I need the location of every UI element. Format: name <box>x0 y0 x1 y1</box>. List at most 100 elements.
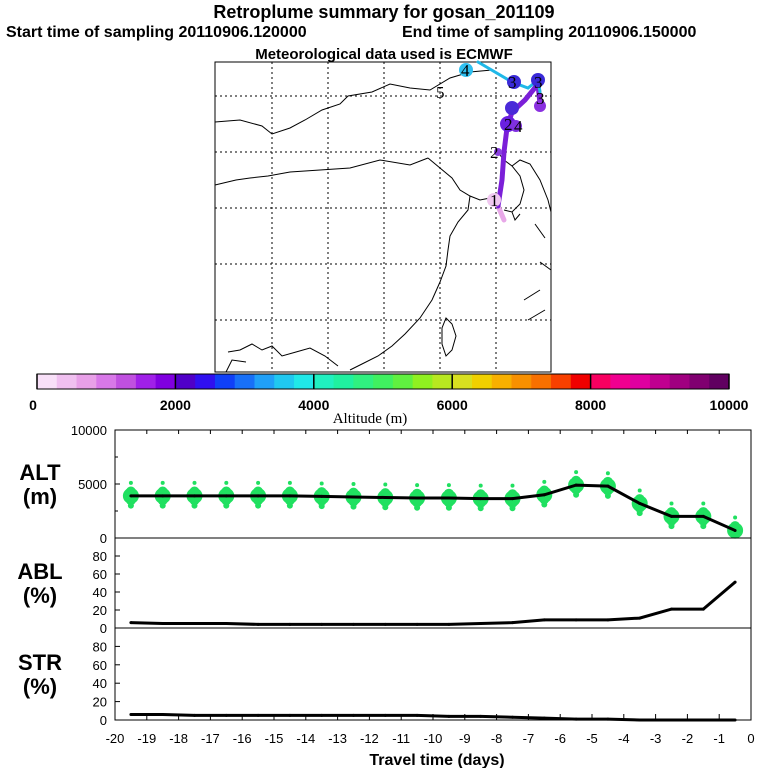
data-point <box>733 580 737 584</box>
data-point <box>224 622 228 625</box>
colorbar-tick-label: 6000 <box>437 397 468 413</box>
data-point <box>415 496 419 500</box>
data-point <box>733 718 737 722</box>
x-tick-label: -11 <box>392 731 410 746</box>
colorbar-cell <box>392 374 414 389</box>
data-point <box>193 622 196 625</box>
x-tick-label: -7 <box>523 731 535 746</box>
cluster-label-3c: 3 <box>536 89 545 108</box>
y-tick-label: 20 <box>93 603 107 618</box>
y-tick-label: 5000 <box>78 477 107 492</box>
colorbar-tick-label: 4000 <box>298 397 329 413</box>
altitude-dot <box>316 487 327 498</box>
data-point <box>161 494 165 498</box>
colorbar-cell <box>353 374 374 389</box>
x-tick-label: -9 <box>459 731 471 746</box>
colorbar-cell <box>135 374 157 389</box>
altitude-dot <box>574 470 579 475</box>
panel-ylabel-line: STR <box>18 650 62 675</box>
colorbar-tick-label: 8000 <box>575 397 606 413</box>
x-tick-label: -3 <box>650 731 662 746</box>
altitude-dot <box>253 486 264 497</box>
data-point <box>542 493 546 497</box>
met-data-label: Meteorological data used is ECMWF <box>255 46 513 63</box>
data-point <box>256 713 260 717</box>
data-point <box>638 616 642 620</box>
altitude-dot <box>443 488 454 499</box>
altitude-dot <box>602 476 613 487</box>
data-point <box>542 618 546 622</box>
colorbar-cell <box>570 374 592 389</box>
cluster-marker-2c <box>510 120 522 132</box>
colorbar-cell <box>116 374 137 389</box>
x-tick-label: -8 <box>491 731 503 746</box>
x-tick-label: -10 <box>424 731 443 746</box>
colorbar-cell <box>590 374 611 389</box>
series-line-alt <box>130 483 736 532</box>
altitude-dot <box>415 483 420 488</box>
data-point <box>574 717 578 721</box>
colorbar-cell <box>294 374 315 389</box>
data-point <box>606 484 610 488</box>
altitude-dot <box>733 515 738 520</box>
x-tick-label: -15 <box>265 731 284 746</box>
colorbar-cell <box>669 374 690 389</box>
y-tick-label: 40 <box>93 585 107 600</box>
data-point <box>701 514 705 518</box>
colorbar-cell <box>689 374 710 389</box>
altitude-dot <box>160 480 165 485</box>
data-point <box>701 718 705 722</box>
cluster-marker-4-high <box>459 63 473 77</box>
cluster-label-2b: 2 <box>490 143 499 162</box>
data-point <box>256 622 260 626</box>
data-point <box>670 514 673 518</box>
cluster-label-3: 3 <box>508 73 517 92</box>
altitude-dot <box>224 480 229 485</box>
x-tick-label: -16 <box>233 731 252 746</box>
data-point <box>161 622 165 625</box>
data-point <box>256 494 260 498</box>
panel-frame <box>114 429 752 539</box>
colorbar-cell <box>214 374 236 389</box>
altitude-dot <box>348 487 359 498</box>
panel-ylabel-line: (%) <box>23 583 57 608</box>
colorbar: 0 2000 4000 6000 8000 10000 Altitude (m) <box>29 373 749 427</box>
colorbar-cell <box>234 374 255 389</box>
panel-ylabel-line: (m) <box>23 484 57 509</box>
altitude-dot <box>380 488 391 499</box>
data-point <box>511 497 514 501</box>
panel-frame <box>114 627 752 721</box>
data-point <box>701 607 705 611</box>
trajectory-markers <box>459 63 546 207</box>
altitude-dot <box>605 471 610 476</box>
colorbar-cell <box>630 374 651 389</box>
data-point <box>129 621 133 625</box>
panel-ylabel: STR (%) <box>18 650 62 699</box>
data-point <box>129 494 133 498</box>
y-tick-label: 0 <box>100 531 107 546</box>
altitude-dot <box>478 483 483 488</box>
x-axis-label: Travel time (days) <box>369 752 504 768</box>
cluster-marker-3b <box>531 73 545 87</box>
x-tick-label: -1 <box>713 731 725 746</box>
panel-alt: 10000 5000 0 ALT (m) <box>19 423 752 546</box>
altitude-dot <box>475 489 486 500</box>
data-point <box>383 713 387 717</box>
map-panel: 4 5 3 3 3 2 4 2 1 <box>214 60 552 373</box>
x-tick-label: -5 <box>586 731 598 746</box>
altitude-dot <box>510 483 515 488</box>
x-tick-label: -18 <box>169 731 188 746</box>
x-tick-label: -13 <box>328 731 347 746</box>
colorbar-cell <box>195 374 216 389</box>
y-tick-label: 10000 <box>71 423 107 438</box>
cluster-marker-mid <box>534 100 546 112</box>
data-point <box>320 494 324 498</box>
cluster-label-3b: 3 <box>534 73 543 92</box>
colorbar-cell <box>491 374 513 389</box>
data-point <box>606 717 610 721</box>
colorbar-cell <box>709 374 730 389</box>
cluster-marker-3 <box>507 75 521 89</box>
colorbar-cell <box>432 374 453 389</box>
x-tick-label: -19 <box>137 731 156 746</box>
altitude-dot <box>256 480 261 485</box>
